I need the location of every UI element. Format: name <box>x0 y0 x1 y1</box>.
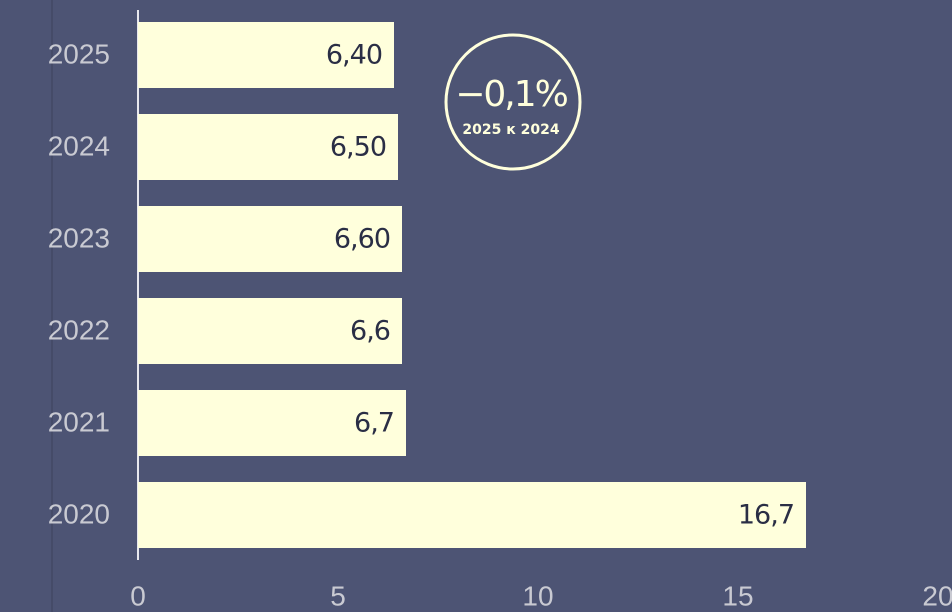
annotation: −0,1% 2025 к 2024 <box>444 33 582 171</box>
bar <box>138 390 406 456</box>
bar <box>138 206 402 272</box>
y-tick-label: 2024 <box>48 130 110 161</box>
y-tick-label: 2022 <box>48 314 110 345</box>
y-tick-label: 2020 <box>48 498 110 529</box>
bar <box>138 482 806 548</box>
x-tick-label: 15 <box>722 580 753 611</box>
x-tick-label: 20 <box>922 580 952 611</box>
annotation-value: −0,1% <box>455 74 567 115</box>
value-label: 6,50 <box>330 132 386 163</box>
bar <box>138 298 402 364</box>
x-tick-label: 5 <box>330 580 346 611</box>
value-label: 6,7 <box>354 408 394 439</box>
y-tick-label: 2021 <box>48 406 110 437</box>
y-tick-label: 2025 <box>48 38 110 69</box>
value-label: 16,7 <box>738 500 794 531</box>
value-label: 6,6 <box>350 316 390 347</box>
bar <box>138 22 394 88</box>
annotation-subtitle: 2025 к 2024 <box>462 122 559 138</box>
x-tick-label: 10 <box>522 580 553 611</box>
bar <box>138 114 398 180</box>
annotation-circle <box>444 33 582 171</box>
value-label: 6,40 <box>326 40 382 71</box>
y-tick-label: 2023 <box>48 222 110 253</box>
x-tick-label: 0 <box>130 580 146 611</box>
value-label: 6,60 <box>334 224 390 255</box>
